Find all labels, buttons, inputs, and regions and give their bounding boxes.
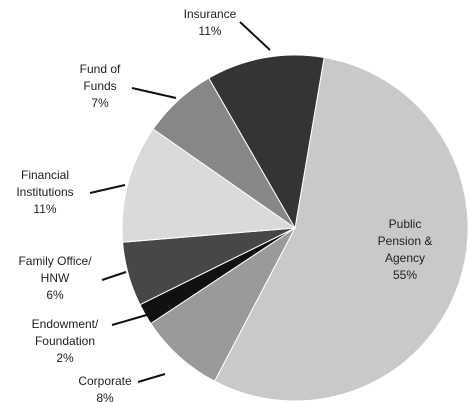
slice-label: HNW [41,271,70,285]
slice-value-label: 55% [393,268,417,282]
pie-slice [213,56,468,402]
slice-label: Fund of [80,62,121,76]
slice-value-label: 2% [56,351,74,365]
slice-value-label: 11% [33,202,56,216]
slice-value-label: 7% [91,96,109,110]
slice-label: Family Office/ [18,254,92,268]
slice-label: Pension & [378,234,433,248]
slice-label: Public [389,217,422,231]
leader-line [89,184,126,194]
slice-value-label: 11% [198,24,221,38]
pie-slice [121,128,297,243]
slice-value-label: 8% [96,391,114,402]
leader-line [131,87,177,99]
slice-label: Foundation [35,334,95,348]
leader-line [137,373,166,383]
slice-label: Insurance [184,7,237,21]
leader-line [111,313,151,326]
slice-label: Agency [385,251,425,265]
slice-label: Institutions [16,185,73,199]
leader-line [101,271,127,281]
leader-line [239,21,271,51]
slice-label: Funds [83,79,116,93]
pie-slice [208,54,325,230]
slice-value-label: 6% [46,288,64,302]
slice-label: Endowment/ [32,317,99,331]
slice-label: Financial [21,168,69,182]
slice-label: Corporate [78,374,132,388]
